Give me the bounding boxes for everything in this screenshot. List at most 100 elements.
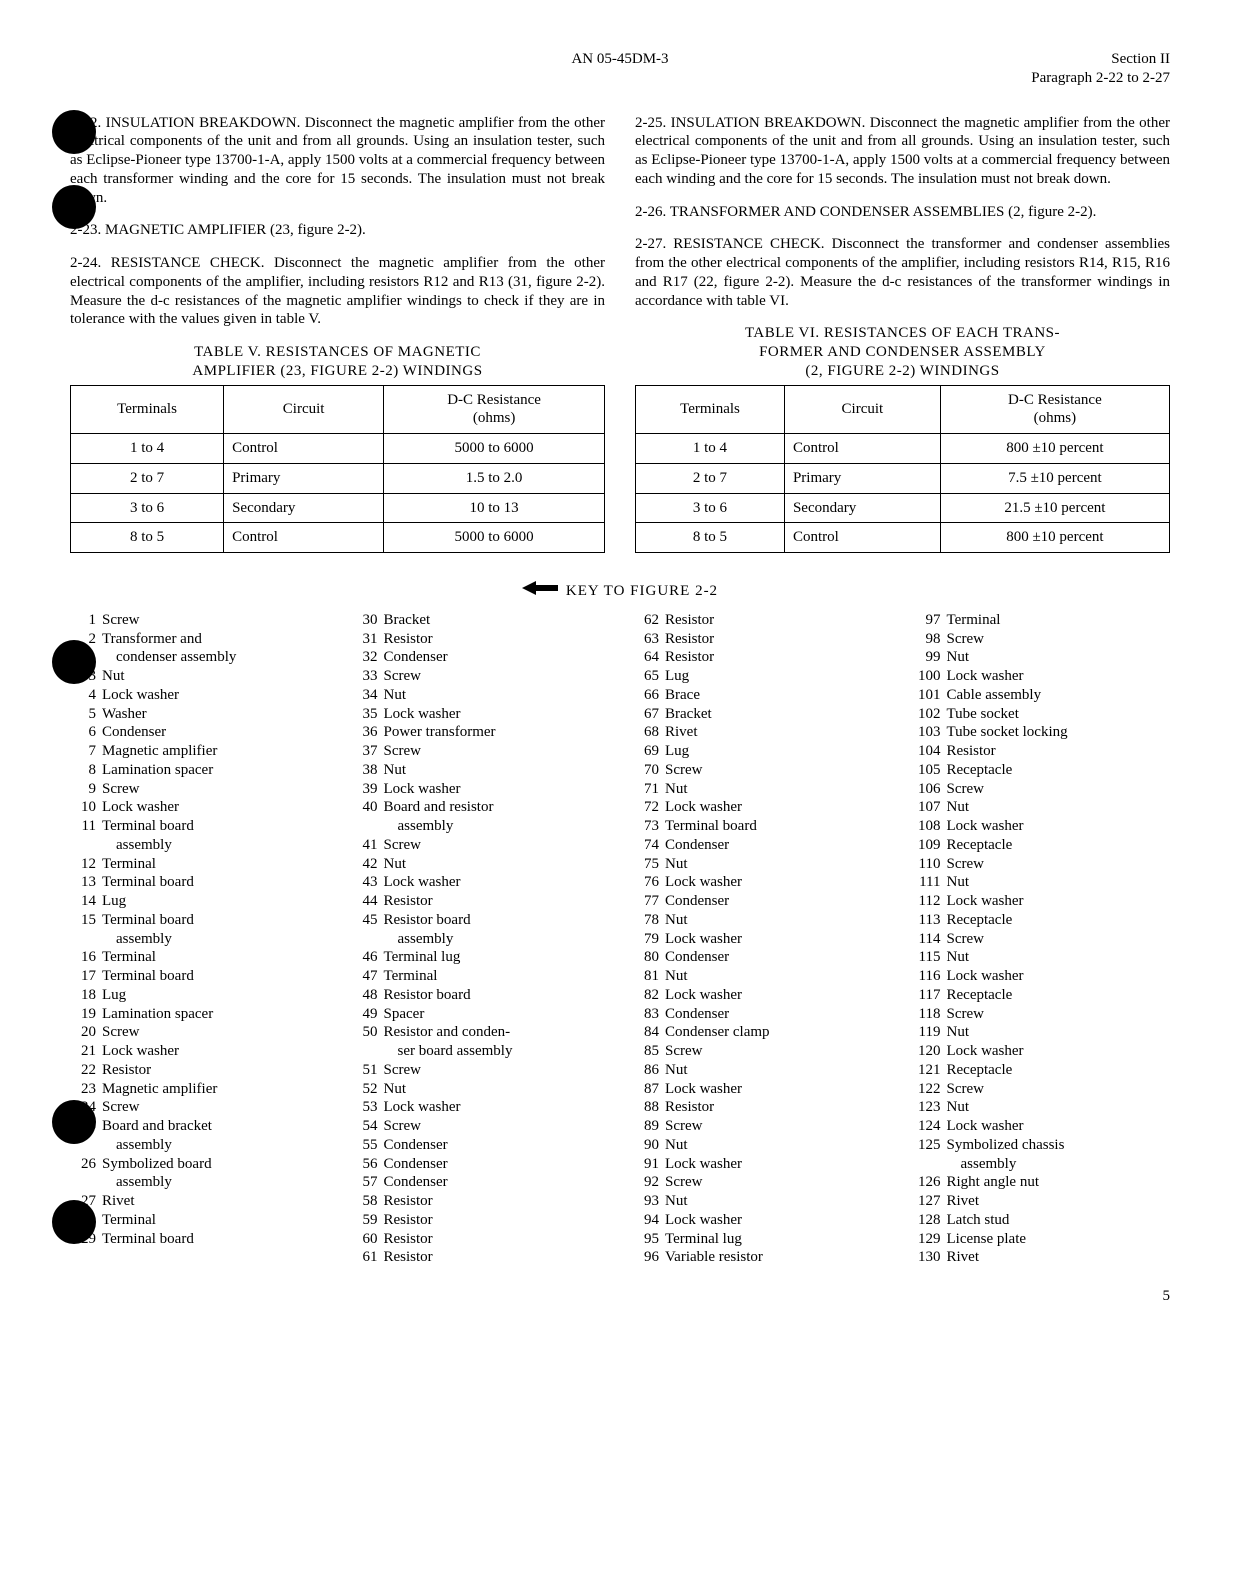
part-number: 38 bbox=[352, 761, 378, 780]
table-header: Terminals bbox=[636, 385, 785, 434]
part-label-cont: assembly bbox=[384, 930, 608, 949]
table-row: 8 to 5Control800 ±10 percent bbox=[636, 523, 1170, 553]
part-label-cont: assembly bbox=[384, 817, 608, 836]
part-label: Lamination spacer bbox=[102, 1005, 326, 1024]
para-2-22: 2-22. INSULATION BREAKDOWN. Disconnect t… bbox=[70, 114, 605, 208]
part-number: 128 bbox=[915, 1211, 941, 1230]
part-label: Screw bbox=[384, 1117, 608, 1136]
part-row: 36Power transformer bbox=[352, 723, 608, 742]
table-header: Terminals bbox=[71, 385, 224, 434]
part-number: 115 bbox=[915, 948, 941, 967]
punch-hole-icon bbox=[52, 640, 96, 684]
part-label: Screw bbox=[665, 1173, 889, 1192]
part-number: 58 bbox=[352, 1192, 378, 1211]
part-row: 81Nut bbox=[633, 967, 889, 986]
table-cell: 3 to 6 bbox=[71, 493, 224, 523]
part-label: Lock washer bbox=[947, 817, 1171, 836]
part-number: 51 bbox=[352, 1061, 378, 1080]
part-label: Terminal board bbox=[102, 873, 326, 892]
part-row: 48 Resistor board bbox=[352, 986, 608, 1005]
table-row: 1 to 4Control800 ±10 percent bbox=[636, 434, 1170, 464]
part-number: 87 bbox=[633, 1080, 659, 1099]
part-number: 94 bbox=[633, 1211, 659, 1230]
part-row: 44Resistor bbox=[352, 892, 608, 911]
left-column: 2-22. INSULATION BREAKDOWN. Disconnect t… bbox=[70, 106, 605, 564]
part-label: Screw bbox=[384, 1061, 608, 1080]
part-number: 19 bbox=[70, 1005, 96, 1024]
part-row: 96Variable resistor bbox=[633, 1248, 889, 1267]
part-number: 62 bbox=[633, 611, 659, 630]
part-label: Screw bbox=[102, 611, 326, 630]
part-number: 71 bbox=[633, 780, 659, 799]
part-row: 130Rivet bbox=[915, 1248, 1171, 1267]
part-row: 47Terminal bbox=[352, 967, 608, 986]
part-number: 107 bbox=[915, 798, 941, 817]
part-label: Lock washer bbox=[102, 686, 326, 705]
part-number: 98 bbox=[915, 630, 941, 649]
punch-hole-icon bbox=[52, 1100, 96, 1144]
part-number: 17 bbox=[70, 967, 96, 986]
part-number: 15 bbox=[70, 911, 96, 930]
part-number: 14 bbox=[70, 892, 96, 911]
part-number: 12 bbox=[70, 855, 96, 874]
part-label: Lug bbox=[665, 742, 889, 761]
part-row: 10Lock washer bbox=[70, 798, 326, 817]
part-row: 100Lock washer bbox=[915, 667, 1171, 686]
part-label: Resistor bbox=[384, 1248, 608, 1267]
part-number: 106 bbox=[915, 780, 941, 799]
part-row: 84Condenser clamp bbox=[633, 1023, 889, 1042]
part-row: 63Resistor bbox=[633, 630, 889, 649]
part-row: 57Condenser bbox=[352, 1173, 608, 1192]
part-label: Variable resistor bbox=[665, 1248, 889, 1267]
part-row: 126Right angle nut bbox=[915, 1173, 1171, 1192]
part-row: 60Resistor bbox=[352, 1230, 608, 1249]
punch-hole-icon bbox=[52, 110, 96, 154]
part-row: 37Screw bbox=[352, 742, 608, 761]
part-row: 13Terminal board bbox=[70, 873, 326, 892]
table-cell: 21.5 ±10 percent bbox=[940, 493, 1169, 523]
part-row: 64Resistor bbox=[633, 648, 889, 667]
table-header: D-C Resistance(ohms) bbox=[384, 385, 605, 434]
part-label: Nut bbox=[947, 798, 1171, 817]
part-number: 129 bbox=[915, 1230, 941, 1249]
part-label: Screw bbox=[102, 1098, 326, 1117]
part-label: Transformer and bbox=[102, 630, 326, 649]
part-row: 112Lock washer bbox=[915, 892, 1171, 911]
part-row: 88Resistor bbox=[633, 1098, 889, 1117]
part-row: 62Resistor bbox=[633, 611, 889, 630]
part-label: Nut bbox=[665, 1061, 889, 1080]
part-row: 73Terminal board bbox=[633, 817, 889, 836]
part-number: 48 bbox=[352, 986, 378, 1005]
part-number: 114 bbox=[915, 930, 941, 949]
part-label: Nut bbox=[665, 1136, 889, 1155]
part-number: 124 bbox=[915, 1117, 941, 1136]
part-label: Lock washer bbox=[384, 705, 608, 724]
part-row-cont: assembly bbox=[70, 836, 326, 855]
part-row: 108Lock washer bbox=[915, 817, 1171, 836]
part-label: Screw bbox=[947, 930, 1171, 949]
part-label: Screw bbox=[102, 780, 326, 799]
part-number: 88 bbox=[633, 1098, 659, 1117]
part-number: 79 bbox=[633, 930, 659, 949]
part-number: 8 bbox=[70, 761, 96, 780]
arrow-left-icon bbox=[522, 581, 558, 601]
part-number: 37 bbox=[352, 742, 378, 761]
part-label-cont: ser board assembly bbox=[384, 1042, 608, 1061]
part-number: 85 bbox=[633, 1042, 659, 1061]
part-row: 56Condenser bbox=[352, 1155, 608, 1174]
part-label: Receptacle bbox=[947, 1061, 1171, 1080]
part-label: Lock washer bbox=[384, 780, 608, 799]
part-row: 3Nut bbox=[70, 667, 326, 686]
part-label: Condenser bbox=[665, 892, 889, 911]
part-label: Screw bbox=[947, 780, 1171, 799]
part-row: 33Screw bbox=[352, 667, 608, 686]
part-row: 27Rivet bbox=[70, 1192, 326, 1211]
part-label: Resistor bbox=[384, 1230, 608, 1249]
para-2-27: 2-27. RESISTANCE CHECK. Disconnect the t… bbox=[635, 235, 1170, 310]
part-label: Nut bbox=[947, 1023, 1171, 1042]
part-label: Resistor board bbox=[384, 986, 608, 1005]
table-cell: 1 to 4 bbox=[71, 434, 224, 464]
part-number: 5 bbox=[70, 705, 96, 724]
part-label: Terminal board bbox=[102, 967, 326, 986]
part-number: 81 bbox=[633, 967, 659, 986]
